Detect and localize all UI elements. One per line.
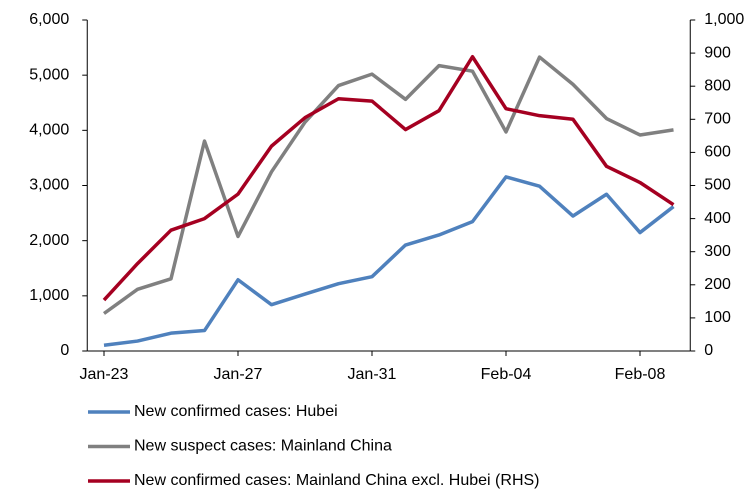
x-tick-label: Feb-04 xyxy=(481,366,532,383)
y2-tick-label: 300 xyxy=(704,243,731,260)
x-tick-label: Jan-27 xyxy=(214,366,263,383)
y-tick-label: 2,000 xyxy=(29,232,69,249)
y-tick-label: 3,000 xyxy=(29,177,69,194)
series-line xyxy=(102,55,674,315)
y2-tick-label: 900 xyxy=(704,44,731,61)
y-tick-label: 6,000 xyxy=(29,11,69,28)
y-tick-label: 5,000 xyxy=(29,66,69,83)
y2-tick-label: 700 xyxy=(704,111,731,128)
series-line xyxy=(102,54,675,302)
y-tick-label: 1,000 xyxy=(29,287,69,304)
y2-tick-label: 200 xyxy=(704,276,731,293)
legend-label: New suspect cases: Mainland China xyxy=(134,438,392,455)
x-tick-label: Jan-23 xyxy=(80,366,129,383)
y2-tick-label: 1,000 xyxy=(704,11,744,28)
y-tick-label: 4,000 xyxy=(29,122,69,139)
y-tick-label: 0 xyxy=(60,342,69,359)
legend-label: New confirmed cases: Mainland China excl… xyxy=(134,472,540,489)
series-line xyxy=(103,175,675,347)
legend-label: New confirmed cases: Hubei xyxy=(134,403,338,420)
y2-tick-label: 400 xyxy=(704,210,731,227)
x-tick-label: Jan-31 xyxy=(348,366,397,383)
y2-tick-label: 0 xyxy=(704,342,713,359)
y2-tick-label: 500 xyxy=(704,177,731,194)
y2-tick-label: 100 xyxy=(704,309,731,326)
y2-tick-label: 800 xyxy=(704,77,731,94)
y2-tick-label: 600 xyxy=(704,144,731,161)
x-tick-label: Feb-08 xyxy=(615,366,666,383)
